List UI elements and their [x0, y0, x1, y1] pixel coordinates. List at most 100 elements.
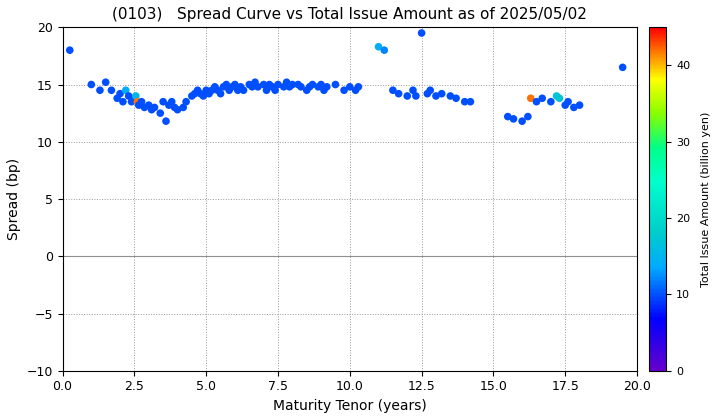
Point	[266, 84, 278, 90]
Point	[136, 98, 148, 105]
Y-axis label: Spread (bp): Spread (bp)	[7, 158, 21, 240]
Point	[574, 102, 585, 108]
Point	[106, 87, 117, 94]
Point	[559, 102, 571, 108]
Point	[408, 87, 419, 94]
Point	[264, 81, 275, 88]
Point	[114, 90, 126, 97]
Point	[158, 98, 169, 105]
Point	[464, 98, 476, 105]
Point	[431, 93, 442, 100]
Point	[287, 81, 298, 88]
Point	[223, 87, 235, 94]
Point	[258, 81, 269, 88]
Point	[194, 90, 206, 97]
Point	[422, 90, 433, 97]
Point	[425, 87, 436, 94]
Point	[246, 84, 258, 90]
Y-axis label: Total Issue Amount (billion yen): Total Issue Amount (billion yen)	[701, 111, 711, 287]
Point	[338, 87, 350, 94]
Point	[278, 84, 289, 90]
Point	[112, 95, 123, 102]
Point	[169, 104, 181, 111]
Point	[86, 81, 97, 88]
Point	[330, 81, 341, 88]
Point	[129, 95, 140, 102]
Point	[155, 110, 166, 116]
Point	[387, 87, 399, 94]
Point	[321, 84, 333, 90]
Point	[459, 98, 470, 105]
Point	[94, 87, 106, 94]
Point	[272, 81, 284, 88]
Point	[166, 98, 178, 105]
Point	[197, 93, 209, 100]
Point	[217, 84, 229, 90]
Point	[192, 87, 203, 94]
Point	[522, 113, 534, 120]
Point	[132, 98, 143, 105]
Point	[318, 87, 330, 94]
Point	[353, 84, 364, 90]
Point	[180, 98, 192, 105]
Point	[143, 102, 155, 108]
Point	[186, 93, 197, 100]
Point	[516, 118, 528, 124]
Point	[177, 104, 189, 111]
Point	[117, 98, 129, 105]
Point	[295, 84, 307, 90]
Point	[220, 81, 232, 88]
Point	[235, 84, 246, 90]
Point	[212, 87, 223, 94]
Point	[315, 81, 327, 88]
X-axis label: Maturity Tenor (years): Maturity Tenor (years)	[273, 399, 427, 413]
Point	[229, 81, 240, 88]
Point	[536, 95, 548, 102]
Point	[130, 93, 142, 100]
Point	[307, 81, 318, 88]
Point	[146, 106, 158, 113]
Point	[410, 93, 422, 100]
Point	[379, 47, 390, 53]
Point	[393, 90, 405, 97]
Point	[206, 87, 217, 94]
Point	[215, 90, 226, 97]
Point	[261, 87, 272, 94]
Point	[545, 98, 557, 105]
Point	[301, 87, 312, 94]
Point	[312, 84, 324, 90]
Point	[100, 79, 112, 86]
Point	[252, 84, 264, 90]
Point	[436, 90, 447, 97]
Point	[444, 93, 456, 100]
Point	[450, 95, 462, 102]
Point	[525, 95, 536, 102]
Point	[344, 84, 356, 90]
Point	[304, 84, 315, 90]
Point	[508, 116, 519, 122]
Point	[350, 87, 361, 94]
Point	[281, 79, 292, 86]
Point	[120, 87, 132, 94]
Point	[161, 118, 172, 124]
Point	[163, 102, 175, 108]
Point	[189, 90, 200, 97]
Point	[171, 106, 183, 113]
Point	[203, 90, 215, 97]
Point	[200, 87, 212, 94]
Point	[562, 98, 574, 105]
Point	[292, 81, 304, 88]
Point	[64, 47, 76, 53]
Point	[402, 93, 413, 100]
Point	[373, 43, 384, 50]
Point	[126, 98, 138, 105]
Point	[123, 93, 135, 100]
Point	[284, 84, 295, 90]
Point	[554, 95, 565, 102]
Point	[416, 30, 428, 37]
Title: (0103)   Spread Curve vs Total Issue Amount as of 2025/05/02: (0103) Spread Curve vs Total Issue Amoun…	[112, 7, 588, 22]
Point	[226, 84, 238, 90]
Point	[502, 113, 513, 120]
Point	[568, 104, 580, 111]
Point	[232, 87, 243, 94]
